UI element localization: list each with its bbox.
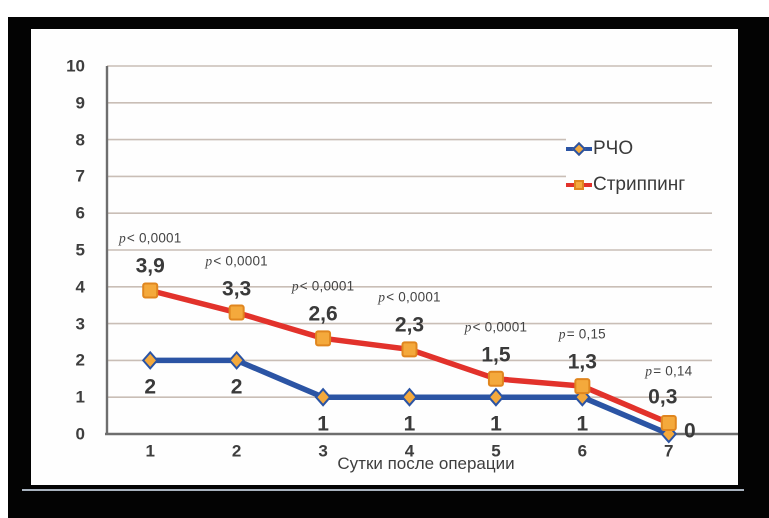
y-tick-label: 1 [75,387,85,407]
data-point-marker-stripping [660,414,677,431]
value-label: 1,3 [567,350,597,374]
value-label: 1,5 [481,343,511,367]
x-tick-label: 1 [145,441,155,461]
value-label: 2,6 [308,302,338,326]
data-point-marker-stripping [142,282,159,299]
value-label: 0,3 [648,385,678,409]
value-label: 3,9 [135,254,165,278]
p-value-label: p= 0,15 [558,326,606,342]
value-label: 3,3 [222,277,252,301]
data-point-marker-stripping [574,378,591,395]
value-label: 1 [317,412,329,436]
p-value-label: p= 0,14 [645,363,693,379]
legend-item-rcho: РЧО [566,131,726,167]
value-label: 2 [230,375,243,399]
x-tick-label: 3 [318,441,328,461]
data-point-marker-stripping [315,330,332,347]
caption-rule [22,489,744,491]
x-axis-title: Сутки после операции [337,454,515,473]
y-tick-label: 5 [75,240,85,260]
legend-label-rcho: РЧО [593,138,634,159]
data-point-marker-stripping [401,341,418,358]
value-label: 1 [490,412,502,436]
value-label: 0 [683,419,696,443]
square-marker-icon [574,180,584,190]
p-value-label: p< 0,0001 [205,252,268,268]
data-point-marker-rcho [314,387,332,407]
data-point-marker-rcho [141,350,159,370]
value-label: 2,3 [394,313,425,337]
chart-canvas [105,65,738,444]
value-label: 2 [144,375,157,399]
x-tick-label: 4 [404,441,415,461]
photo-frame: 0 1 2 3 4 5 6 7 8 9 10 1 2 3 4 5 6 7 2 2 1 1 1 1 0 3,9 3,3 2,6 2,3 1,… [8,17,769,518]
data-point-marker-rcho [401,387,418,407]
p-value-label: p< 0,0001 [378,289,441,305]
y-tick-label: 6 [75,203,85,223]
legend-swatch-rcho [566,141,592,157]
y-tick-label: 9 [75,93,85,113]
legend-label-stripping: Стриппинг [593,174,686,195]
value-label: 1 [403,412,416,436]
legend-item-stripping: Стриппинг [566,167,726,203]
y-tick-label: 10 [66,56,85,76]
chart-panel: 0 1 2 3 4 5 6 7 8 9 10 1 2 3 4 5 6 7 2 2 1 1 1 1 0 3,9 3,3 2,6 2,3 1,… [31,29,738,485]
p-value-label: p< 0,0001 [291,278,355,294]
x-tick-label: 5 [491,441,501,461]
legend-swatch-stripping [566,177,592,193]
x-tick-label: 6 [577,441,588,461]
p-value-label: p< 0,0001 [118,230,182,246]
x-tick-label: 2 [231,441,242,461]
data-point-marker-stripping [228,304,245,321]
value-label: 1 [576,412,589,436]
data-point-marker-rcho [228,350,245,370]
y-tick-label: 0 [75,424,85,444]
data-point-marker-rcho [487,387,505,407]
legend: РЧО Стриппинг [566,129,726,205]
p-value-label: p< 0,0001 [464,319,528,335]
y-tick-label: 3 [75,314,85,334]
data-point-marker-stripping [487,370,504,387]
x-tick-label: 7 [664,441,674,461]
y-tick-label: 7 [75,166,85,186]
y-tick-label: 8 [75,130,85,150]
y-tick-label: 2 [75,350,85,370]
diamond-marker-icon [571,141,587,157]
y-tick-label: 4 [75,277,85,297]
